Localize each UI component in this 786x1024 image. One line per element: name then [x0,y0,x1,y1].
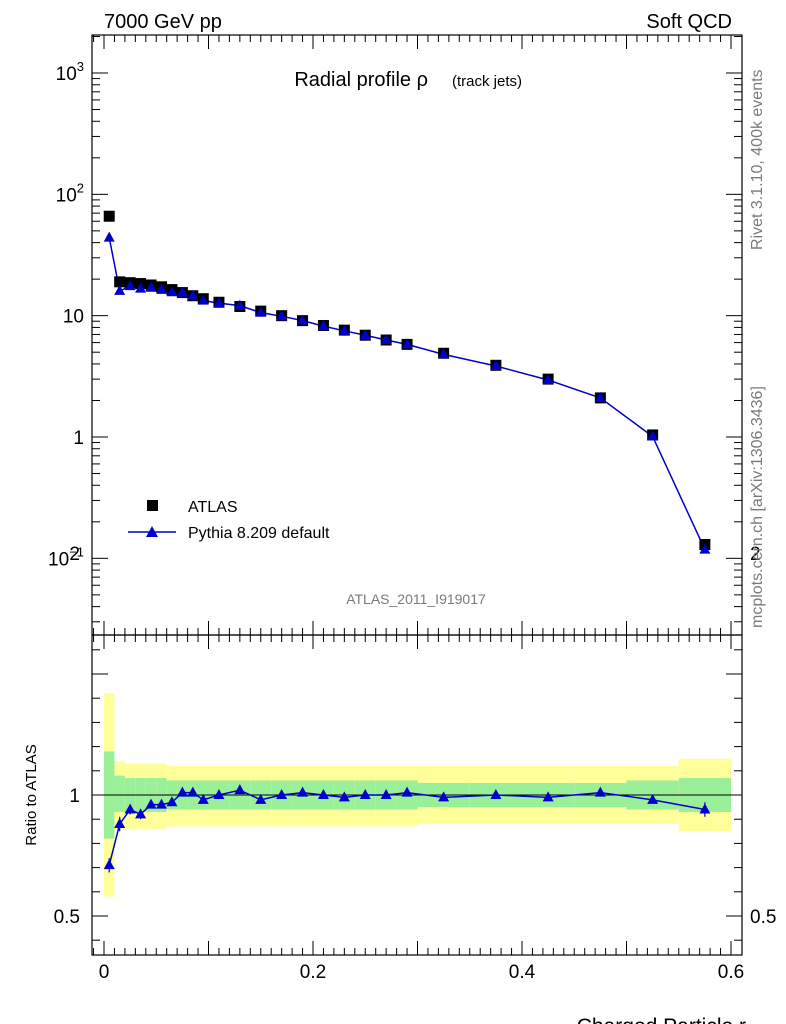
band-inner-bin [114,775,125,812]
ratio-point [255,793,267,804]
ratio-point [297,786,309,797]
legend-mc-marker [146,526,158,537]
ratio-point [234,784,246,795]
ratio-point [594,786,606,797]
ratio-point [187,786,199,797]
header-left: 7000 GeV pp [104,11,222,33]
ratio-point [176,786,188,797]
ratio-point [103,859,115,870]
mc-point [647,430,659,441]
ratio-point [438,791,450,802]
main-frame [91,34,743,636]
ratio-y-tick-label: 1 [69,786,80,807]
mcplots-label: mcplots.cern.ch [arXiv:1306.3436] [749,386,766,628]
mc-point [166,286,178,297]
ratio-point [135,808,147,819]
plot-title-sub: (track jets) [452,73,522,90]
mc-point [401,338,413,349]
analysis-id: ATLAS_2011_I919017 [346,591,486,607]
ratio-point [213,789,225,799]
ratio-point [542,791,554,802]
header-right: Soft QCD [646,11,732,33]
y-tick-label: 103 [56,59,84,85]
ratio-point [197,793,209,804]
ratio-point [699,803,711,814]
rivet-label: Rivet 3.1.10, 400k events [749,69,766,250]
ratio-point [380,789,392,799]
legend-data-label: ATLAS [188,499,238,516]
mc-point [197,294,209,305]
ratio-point [124,803,136,814]
mc-point [317,320,329,331]
ratio-y-tick-label: 0.5 [54,907,80,928]
ratio-ylabel: Ratio to ATLAS [23,744,40,845]
ratio-plot-marks [92,784,742,873]
ratio-point [338,791,350,802]
y-tick-label: 1 [73,428,84,449]
main-plot-marks [103,210,711,554]
ratio-point [317,789,329,799]
mc-point [124,280,136,291]
mc-point [145,281,157,292]
mc-point [542,373,554,384]
x-tick-label: 0.6 [718,962,744,983]
ratio-point [490,789,502,799]
ratio-y-tick-label-right: 0.5 [750,907,776,928]
y-tick-label: 102 [56,180,84,206]
x-tick-label: 0.2 [300,962,326,983]
mc-point [297,314,309,325]
mc-point [114,284,126,295]
ratio-y-tick-label: 2 [69,544,80,565]
ratio-point [401,786,413,797]
ratio-point [166,796,178,807]
ratio-point [647,793,659,804]
legend-data-marker [147,500,158,511]
ratio-point [145,798,157,809]
y-tick-label: 10−1 [48,544,84,570]
mc-point [276,310,288,321]
mc-point [176,286,188,297]
x-tick-label: 0 [99,962,110,983]
x-tick-label: 0.4 [509,962,536,983]
mc-point [135,282,147,293]
mc-point [594,391,606,402]
mc-point [255,306,267,317]
mc-point [338,324,350,335]
mc-point [103,231,115,242]
mc-point [155,283,167,294]
axes: 0 0.2 0.4 0.6 10−1 1 10 102 103 0.5 0.5 1 2 2 [48,34,776,983]
ratio-point [114,818,126,829]
ratio-point [155,798,167,809]
mc-point [380,334,392,345]
legend-mc-label: Pythia 8.209 default [188,525,330,542]
data-point [103,210,115,222]
ratio-point [276,789,288,799]
data-point [114,276,126,288]
mc-point [213,297,225,308]
plot-title-main: Radial profile ρ [294,69,428,91]
ratio-point [359,789,371,799]
ratio-y-tick-label-right: 2 [750,544,761,565]
mc-point [359,329,371,340]
mc-point [699,543,711,554]
mc-point [438,348,450,359]
mc-point [234,299,246,310]
mc-point [490,359,502,370]
mc-point [187,289,199,300]
y-tick-label: 10 [63,307,84,328]
x-axis-label: Charged Particle r [577,1015,746,1024]
